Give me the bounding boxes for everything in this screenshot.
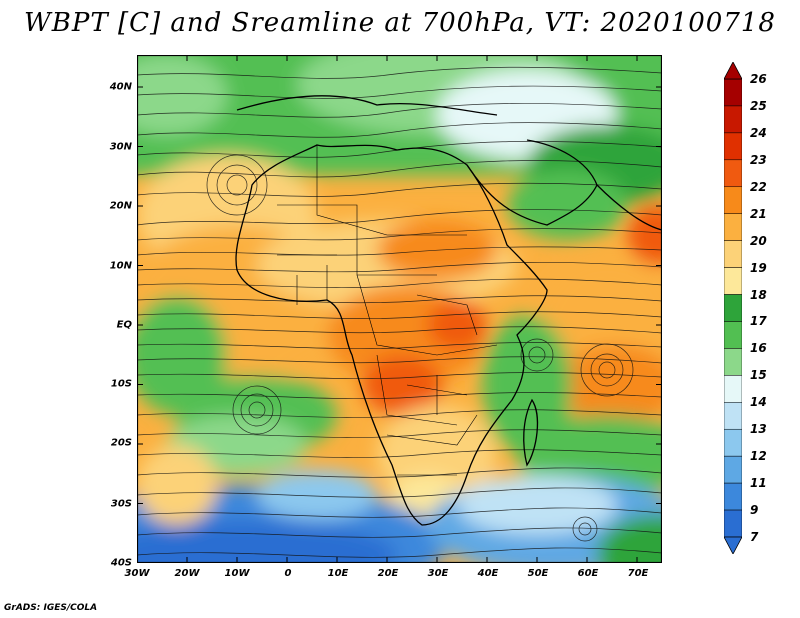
colorbar-cell: [724, 78, 742, 107]
colorbar-label: 13: [750, 422, 767, 437]
coastlines: [235, 95, 662, 526]
map-field: [137, 55, 662, 563]
lon-label-10w: 10W: [224, 568, 250, 579]
axis-ticks: [137, 55, 662, 563]
colorbar: [724, 62, 742, 554]
lon-label-30w: 30W: [124, 568, 150, 579]
colorbar-label: 12: [750, 449, 767, 464]
colorbar-cell: [724, 294, 742, 322]
lat-label-40s: 40S: [110, 557, 132, 569]
colorbar-cell: [724, 375, 742, 403]
colorbar-cell: [724, 321, 742, 349]
map-frame: [137, 55, 662, 563]
colorbar-cell: [724, 482, 742, 511]
colorbar-label: 24: [750, 125, 767, 140]
country-borders: [277, 145, 498, 476]
colorbar-cell: [724, 213, 742, 241]
colorbar-label: 22: [750, 179, 767, 194]
lon-label-40e: 40E: [477, 568, 499, 579]
lat-label-eq: EQ: [116, 319, 132, 331]
lat-label-30s: 30S: [110, 498, 132, 510]
lon-label-10e: 10E: [327, 568, 349, 579]
colorbar-top-triangle: [724, 62, 742, 80]
lat-label-30n: 30N: [109, 141, 132, 153]
lon-label-20e: 20E: [377, 568, 399, 579]
colorbar-cell: [724, 348, 742, 376]
colorbar-label: 11: [750, 476, 767, 491]
colorbar-label: 15: [750, 368, 767, 383]
lat-label-10s: 10S: [110, 378, 132, 390]
colorbar-label: 9: [750, 503, 759, 518]
colorbar-label: 20: [750, 233, 767, 248]
lon-label-20w: 20W: [174, 568, 200, 579]
colorbar-label: 17: [750, 314, 767, 329]
colorbar-cell: [724, 105, 742, 134]
lon-label-30e: 30E: [427, 568, 449, 579]
colorbar-label: 23: [750, 152, 767, 167]
colorbar-cell: [724, 509, 742, 538]
lon-label-60e: 60E: [577, 568, 599, 579]
colorbar-cell: [724, 132, 742, 161]
colorbar-cell: [724, 428, 742, 457]
map-title: WBPT [C] and Sreamline at 700hPa, VT: 20…: [24, 8, 776, 38]
lat-label-40n: 40N: [109, 81, 132, 93]
colorbar-cell: [724, 455, 742, 484]
colorbar-label: 16: [750, 341, 767, 356]
colorbar-label: 26: [750, 72, 767, 86]
colorbar-cell: [724, 159, 742, 188]
map-panel: [137, 55, 662, 563]
colorbar-cell: [724, 240, 742, 268]
lon-label-50e: 50E: [527, 568, 549, 579]
colorbar-label: 25: [750, 98, 767, 113]
lat-label-10n: 10N: [109, 260, 132, 272]
grads-credit: GrADS: IGES/COLA: [4, 603, 98, 613]
colorbar-cell: [724, 186, 742, 214]
colorbar-label: 19: [750, 260, 767, 275]
lon-label-70e: 70E: [627, 568, 649, 579]
colorbar-label: 18: [750, 287, 767, 302]
lat-label-20s: 20S: [110, 437, 132, 449]
lon-label-0: 0: [284, 568, 292, 579]
colorbar-bottom-triangle: [724, 536, 742, 554]
colorbar-cell: [724, 402, 742, 430]
colorbar-label: 7: [750, 530, 759, 544]
colorbar-label: 21: [750, 206, 767, 221]
colorbar-cell: [724, 267, 742, 295]
lat-label-20n: 20N: [109, 200, 132, 212]
colorbar-label: 14: [750, 395, 767, 410]
